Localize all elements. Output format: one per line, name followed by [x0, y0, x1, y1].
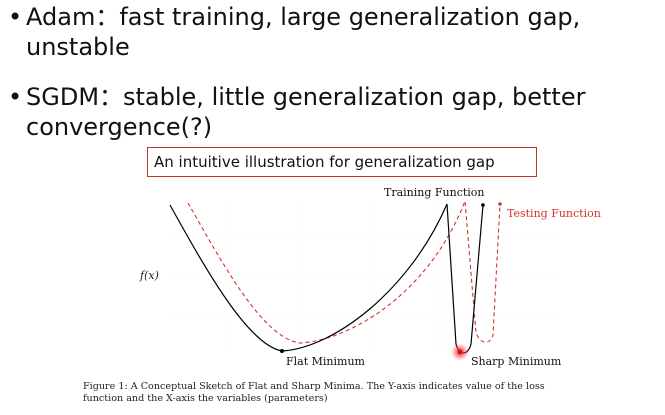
- bullet-adam-line2: unstable: [26, 33, 130, 61]
- y-axis-label: f(x): [139, 269, 159, 282]
- flat-minimum-label: Flat Minimum: [286, 355, 366, 368]
- training-function-curve: [169, 203, 484, 354]
- bullet-sgdm-line1: • SGDM：stable, little generalization gap,…: [8, 82, 585, 112]
- training-end-point: [481, 203, 485, 207]
- bullet-sgdm: • SGDM：stable, little generalization gap,…: [8, 82, 585, 142]
- testing-function-label: Testing Function: [507, 207, 601, 220]
- bullet-adam-text: Adam：fast training, large generalization…: [26, 3, 581, 31]
- bullet-sgdm-text: SGDM：stable, little generalization gap, …: [26, 83, 586, 111]
- bullet-marker: •: [8, 83, 23, 111]
- sharp-minimum-point: [457, 349, 463, 355]
- figure-caption-line2: function and the X-axis the variables (p…: [83, 393, 328, 404]
- testing-end-point: [498, 202, 502, 206]
- flat-minimum-point: [280, 349, 284, 353]
- bullet-adam-line1: • Adam：fast training, large generalizatio…: [8, 2, 580, 32]
- sharp-minimum-label: Sharp Minimum: [471, 355, 562, 368]
- figure-caption-line1: Figure 1: A Conceptual Sketch of Flat an…: [83, 381, 545, 392]
- testing-function-curve: [187, 200, 501, 344]
- figure-caption: Figure 1: A Conceptual Sketch of Flat an…: [83, 381, 643, 405]
- bullet-marker: •: [8, 3, 23, 31]
- plot-grid: [170, 200, 560, 350]
- bullet-sgdm-line2: convergence(?): [26, 113, 213, 141]
- training-function-label: Training Function: [384, 186, 485, 199]
- figure-callout: An intuitive illustration for generaliza…: [147, 147, 537, 177]
- bullet-adam: • Adam：fast training, large generalizatio…: [8, 2, 580, 62]
